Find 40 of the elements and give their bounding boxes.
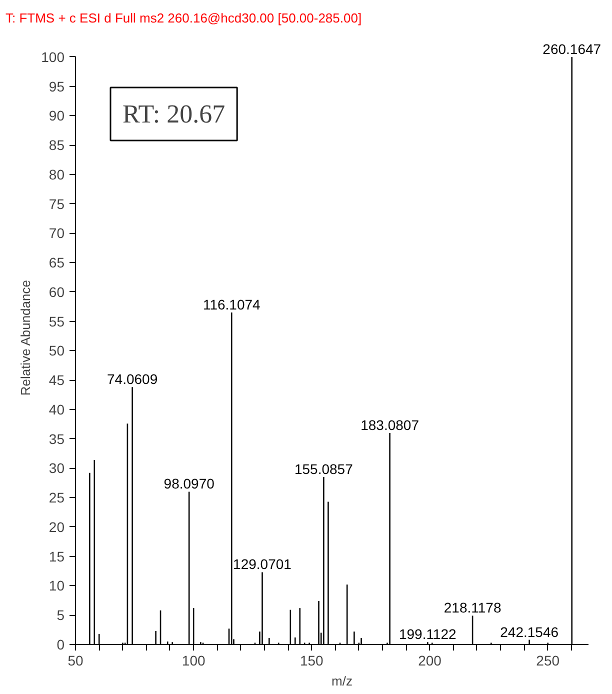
y-tick-label: 80 [48,166,65,182]
x-tick-label: 50 [68,652,84,668]
x-tick-label: 150 [300,652,324,668]
annotation: 199.1122 [398,626,457,642]
x-tick-label: 250 [536,652,560,668]
y-tick-label: 50 [48,342,65,359]
y-axis-title: Relative Abundance [18,280,34,396]
y-tick-label: 100 [41,48,65,65]
annotation: 74.0609 [107,371,158,388]
annotation: 218.1178 [444,600,502,616]
y-tick-label: 10 [48,578,65,594]
x-tick-label: 200 [418,652,442,668]
y-tick-label: 0 [56,636,65,652]
annotation: RT: 20.67 [122,100,226,128]
annotation: 183.0807 [360,416,420,433]
y-tick-label: 65 [48,254,65,271]
y-tick-label: 20 [48,518,65,535]
y-tick-label: 40 [48,401,65,418]
y-tick-label: 55 [48,313,65,330]
y-tick-label: 45 [48,372,65,388]
y-tick-label: 95 [48,78,65,94]
y-tick-label: 70 [48,225,65,242]
y-tick-label: 35 [48,430,65,447]
annotation: 129.0701 [233,556,292,572]
y-tick-label: 30 [48,460,65,476]
y-tick-label: 15 [48,548,65,564]
chart-title: T: FTMS + c ESI d Full ms2 260.16@hcd30.00 [50.00-285.00] [6,10,362,26]
y-tick-label: 25 [48,490,65,506]
y-tick-label: 85 [48,137,65,154]
annotation: 242.1546 [500,624,559,640]
x-tick-label: 100 [182,652,206,668]
annotation: 155.0857 [294,461,354,478]
y-tick-label: 60 [48,284,65,300]
y-tick-label: 90 [48,108,65,124]
y-tick-label: 75 [48,196,65,212]
annotation: 116.1074 [202,296,261,313]
x-axis-title: m/z [332,674,352,688]
annotation: 98.0970 [164,476,215,492]
annotation: 260.1647 [542,40,602,57]
y-tick-label: 5 [56,607,65,624]
